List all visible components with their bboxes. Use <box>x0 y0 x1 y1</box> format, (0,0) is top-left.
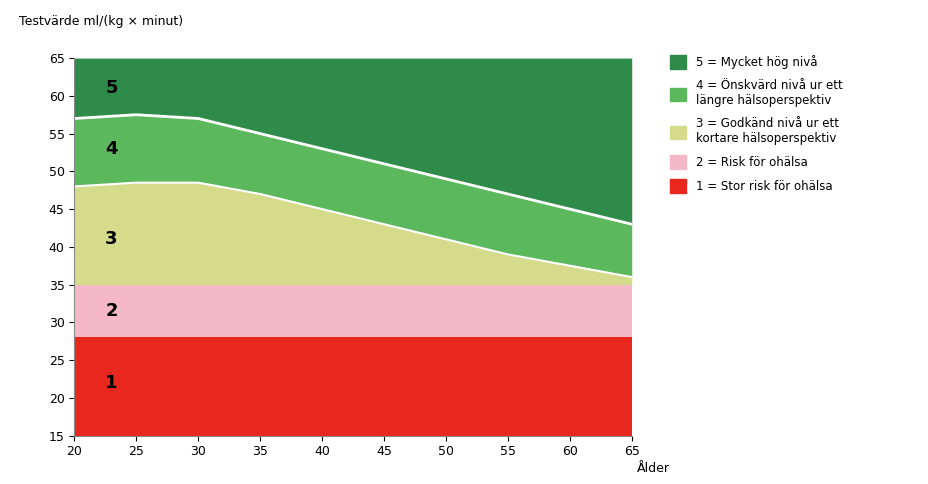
Text: 5: 5 <box>105 79 118 97</box>
Text: 2: 2 <box>105 302 118 320</box>
Legend: 5 = Mycket hög nivå, 4 = Önskvärd nivå ur ett
längre hälsoperspektiv, 3 = Godkän: 5 = Mycket hög nivå, 4 = Önskvärd nivå u… <box>664 50 846 197</box>
Text: 4: 4 <box>105 140 118 158</box>
Text: 1: 1 <box>105 374 118 392</box>
Text: 3: 3 <box>105 230 118 248</box>
Text: Testvärde ml/(kg × minut): Testvärde ml/(kg × minut) <box>19 15 183 28</box>
Text: Ålder: Ålder <box>637 462 670 475</box>
